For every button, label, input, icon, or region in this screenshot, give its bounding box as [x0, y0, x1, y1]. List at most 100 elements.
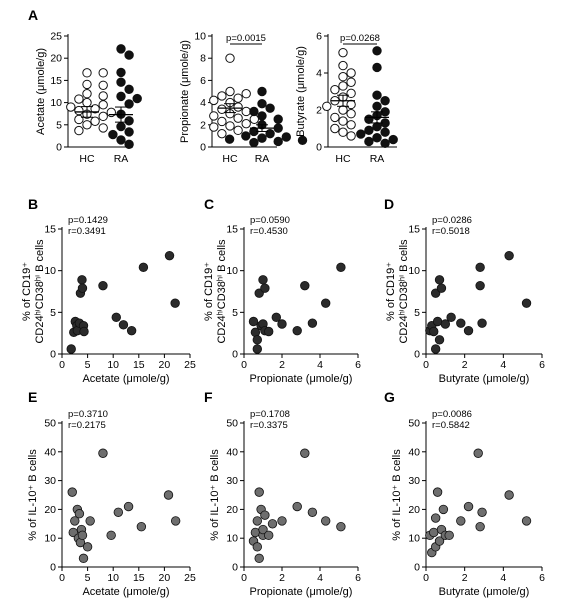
data-point	[265, 103, 275, 113]
data-point	[82, 89, 92, 99]
y-axis-label: Propionate (μmole/g)	[179, 40, 191, 143]
y-tick-label: 6	[200, 75, 206, 87]
x-axis-label: Propionate (μmole/g)	[250, 373, 353, 385]
y-tick-label: 20	[408, 504, 420, 516]
data-point	[330, 112, 340, 123]
r-value-label: r=0.5842	[432, 420, 470, 431]
data-point	[116, 91, 126, 102]
y-tick-label: 10	[44, 265, 56, 277]
data-point	[78, 553, 89, 564]
y-tick-label: 0	[232, 349, 238, 361]
y-tick-label: 40	[408, 446, 420, 458]
data-point	[248, 316, 259, 327]
data-point	[463, 325, 474, 336]
category-label: HC	[79, 153, 95, 165]
data-point	[346, 68, 356, 78]
p-value-label: p=0.3710	[68, 409, 108, 420]
y-tick-label: 50	[226, 418, 238, 430]
data-point	[264, 326, 274, 337]
data-point	[217, 128, 227, 139]
data-point	[356, 129, 366, 139]
category-label: HC	[222, 153, 238, 165]
data-point	[254, 487, 264, 497]
x-tick-label: 0	[59, 359, 65, 371]
data-point	[281, 132, 291, 142]
y-tick-label: 10	[50, 97, 62, 109]
y-axis-label-line2: CD24ʰⁱCD38ʰⁱ B cells	[34, 239, 46, 344]
data-point	[273, 114, 283, 124]
y-tick-label: 0	[232, 562, 238, 574]
data-point	[429, 326, 439, 337]
data-point	[249, 106, 259, 117]
x-tick-label: 25	[184, 572, 196, 584]
data-point	[475, 262, 485, 273]
data-point	[116, 121, 126, 132]
x-tick-label: 15	[133, 572, 145, 584]
data-point	[225, 53, 235, 63]
data-point	[241, 106, 251, 117]
data-point	[170, 298, 180, 308]
data-point	[277, 319, 287, 329]
data-point	[98, 448, 108, 458]
data-point	[434, 536, 445, 546]
y-tick-label: 30	[44, 475, 56, 487]
data-point	[209, 95, 219, 106]
y-tick-label: 0	[200, 142, 206, 154]
data-point	[124, 116, 134, 126]
data-point	[225, 121, 235, 131]
y-tick-label: 50	[408, 418, 420, 430]
data-point	[124, 84, 134, 94]
y-tick-label: 20	[50, 53, 62, 65]
category-label: RA	[370, 153, 385, 165]
y-axis-label: Butyrate (μmole/g)	[295, 46, 307, 137]
y-tick-label: 15	[408, 224, 420, 236]
data-point	[217, 104, 227, 114]
data-point	[209, 122, 219, 132]
y-tick-label: 0	[50, 562, 56, 574]
data-point	[521, 298, 532, 308]
y-tick-label: 30	[408, 475, 420, 487]
x-axis-label: Butyrate (μmole/g)	[439, 586, 530, 598]
data-point	[257, 133, 267, 143]
p-value-label: p=0.0015	[226, 33, 266, 44]
data-point	[98, 91, 108, 101]
data-point	[252, 344, 262, 354]
data-point	[257, 111, 267, 121]
data-point	[257, 99, 267, 109]
y-axis-label-line1: % of CD19⁺	[385, 262, 397, 321]
data-point	[338, 60, 348, 71]
y-tick-label: 4	[316, 68, 322, 80]
y-axis-label-line2: CD24ʰⁱCD38ʰⁱ B cells	[398, 239, 410, 344]
data-point	[307, 507, 318, 517]
panel-letter-d: D	[384, 196, 394, 212]
data-point	[241, 118, 251, 129]
data-point	[330, 84, 340, 95]
scatter-plot-b: 0 5 10 15 0 5 10 15 20 25 Acetate (μmole/g) % of CD…	[21, 215, 196, 385]
data-point	[432, 316, 443, 327]
data-point	[77, 283, 88, 293]
y-tick-label: 20	[44, 504, 56, 516]
data-point	[380, 127, 390, 137]
data-point	[475, 521, 485, 532]
y-tick-label: 10	[44, 533, 56, 545]
data-point	[132, 93, 142, 104]
data-point	[67, 487, 77, 497]
data-point	[66, 102, 76, 112]
panel-letter-b: B	[28, 196, 38, 212]
data-point	[456, 516, 466, 526]
y-axis-label-line2: CD24ʰⁱCD38ʰⁱ B cells	[216, 239, 228, 344]
category-label: HC	[335, 153, 351, 165]
data-point	[124, 50, 134, 60]
y-tick-label: 5	[232, 307, 238, 319]
panel-letter-c: C	[204, 196, 214, 212]
scatter-plot-d: 0 5 10 15 0 2 4 6 Butyrate (μmole/g) % of CD19⁺ CD…	[385, 215, 545, 385]
data-point	[346, 120, 356, 130]
x-tick-label: 15	[133, 359, 145, 371]
data-point	[74, 94, 84, 104]
data-point	[338, 105, 348, 115]
y-axis-label: Acetate (μmole/g)	[35, 48, 47, 135]
data-point	[297, 135, 308, 146]
y-axis-label: % of IL-10⁺ B cells	[27, 449, 39, 541]
data-point	[388, 134, 398, 145]
